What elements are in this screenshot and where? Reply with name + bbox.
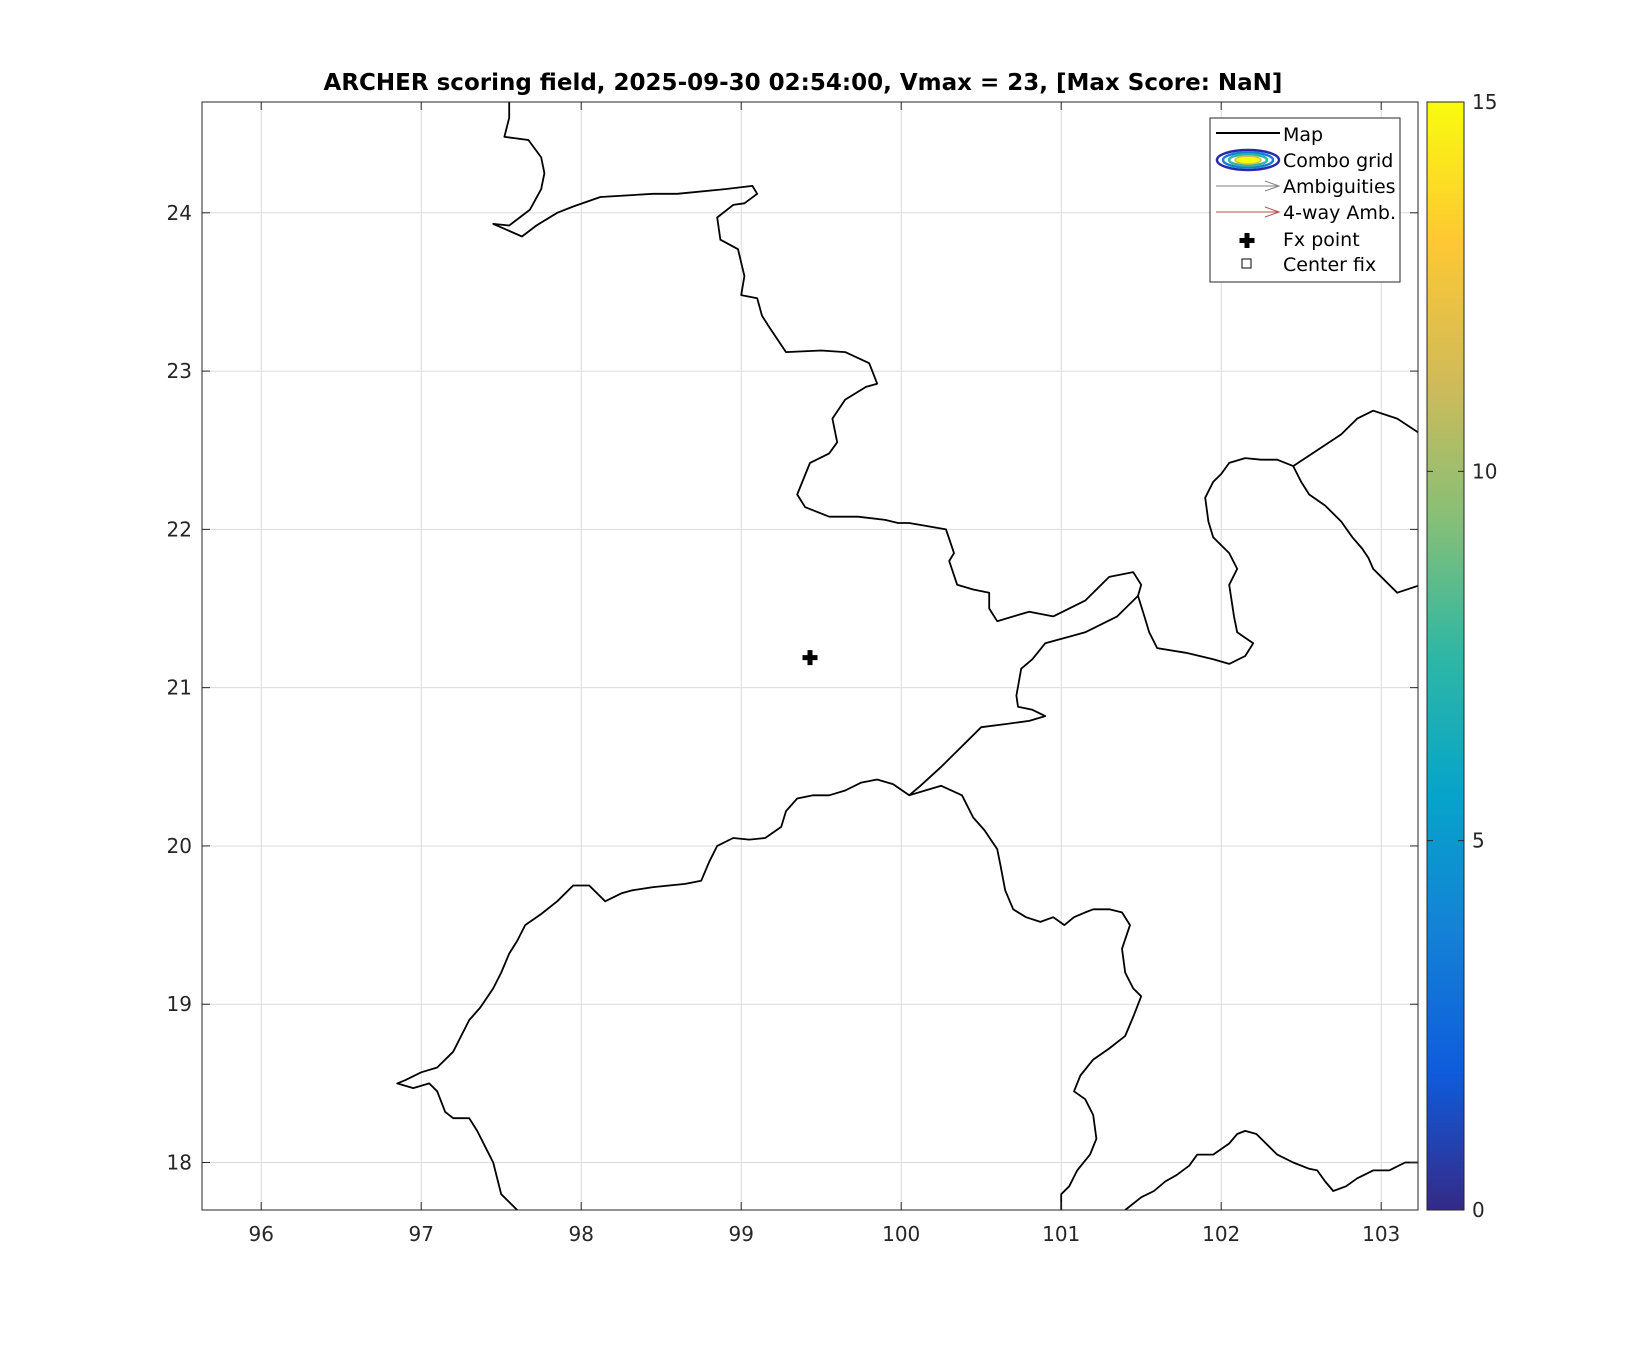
legend-label: Ambiguities bbox=[1283, 176, 1396, 198]
x-tick-label: 103 bbox=[1362, 1222, 1400, 1246]
x-tick-label: 99 bbox=[728, 1222, 753, 1246]
border-line bbox=[1124, 1130, 1418, 1210]
y-tick-label: 19 bbox=[167, 992, 192, 1016]
legend-label: Fx point bbox=[1283, 229, 1360, 251]
x-tick-label: 96 bbox=[248, 1222, 273, 1246]
red-arrow-icon bbox=[1216, 206, 1281, 218]
colorbar-tick-label: 10 bbox=[1472, 459, 1497, 483]
y-axis: 18 19 20 21 22 23 24 bbox=[167, 201, 1418, 1175]
legend-item-center-fix: Center fix bbox=[1241, 254, 1376, 276]
fx-point bbox=[802, 650, 818, 666]
colorbar: 0 5 10 15 bbox=[1426, 90, 1497, 1222]
colorbar-ticks: 0 5 10 15 bbox=[1427, 90, 1497, 1222]
colorbar-gradient bbox=[1426, 101, 1465, 1211]
border-line bbox=[908, 784, 1143, 1210]
contour-ellipse-icon bbox=[1215, 148, 1281, 172]
y-tick-label: 18 bbox=[167, 1151, 192, 1175]
border-line bbox=[492, 102, 1143, 623]
legend-item-4way: 4-way Amb. bbox=[1216, 202, 1396, 224]
y-tick-label: 23 bbox=[167, 359, 192, 383]
country-borders bbox=[396, 102, 1418, 1210]
x-tick-label: 98 bbox=[568, 1222, 593, 1246]
legend-label: Combo grid bbox=[1283, 150, 1393, 172]
fx-point-marker bbox=[802, 650, 818, 666]
legend-label: Map bbox=[1283, 124, 1323, 146]
axes-box bbox=[201, 101, 1419, 1211]
x-axis: 96 97 98 99 100 101 102 103 bbox=[248, 102, 1400, 1246]
plus-marker-icon bbox=[1239, 233, 1255, 248]
legend-box bbox=[1209, 117, 1401, 283]
border-line bbox=[396, 595, 1139, 1210]
legend-label: Center fix bbox=[1283, 254, 1376, 276]
chart-title: ARCHER scoring field, 2025-09-30 02:54:0… bbox=[324, 70, 1283, 96]
border-line bbox=[1292, 409, 1418, 467]
colorbar-tick-label: 0 bbox=[1472, 1198, 1485, 1222]
plot-area[interactable]: 96 97 98 99 100 101 102 103 18 19 20 21 22 23 24 bbox=[167, 101, 1486, 1246]
legend-label: 4-way Amb. bbox=[1283, 202, 1396, 224]
grid-lines bbox=[202, 102, 1418, 1210]
legend: Map Combo grid Ambiguities 4-way Amb. bbox=[1209, 117, 1401, 283]
y-tick-label: 24 bbox=[167, 201, 192, 225]
x-tick-label: 97 bbox=[408, 1222, 433, 1246]
colorbar-tick-label: 15 bbox=[1472, 90, 1497, 114]
y-tick-label: 22 bbox=[167, 517, 192, 541]
legend-item-fx-point: Fx point bbox=[1239, 229, 1360, 251]
legend-item-map: Map bbox=[1216, 124, 1323, 146]
y-tick-label: 21 bbox=[167, 676, 192, 700]
gray-arrow-icon bbox=[1216, 180, 1281, 192]
x-tick-label: 100 bbox=[882, 1222, 920, 1246]
y-tick-label: 20 bbox=[167, 834, 192, 858]
legend-item-ambiguities: Ambiguities bbox=[1216, 176, 1396, 198]
square-marker-icon bbox=[1241, 258, 1252, 269]
x-tick-label: 102 bbox=[1202, 1222, 1240, 1246]
colorbar-tick-label: 5 bbox=[1472, 829, 1485, 853]
legend-item-combo-grid: Combo grid bbox=[1215, 148, 1393, 172]
x-tick-label: 101 bbox=[1042, 1222, 1080, 1246]
